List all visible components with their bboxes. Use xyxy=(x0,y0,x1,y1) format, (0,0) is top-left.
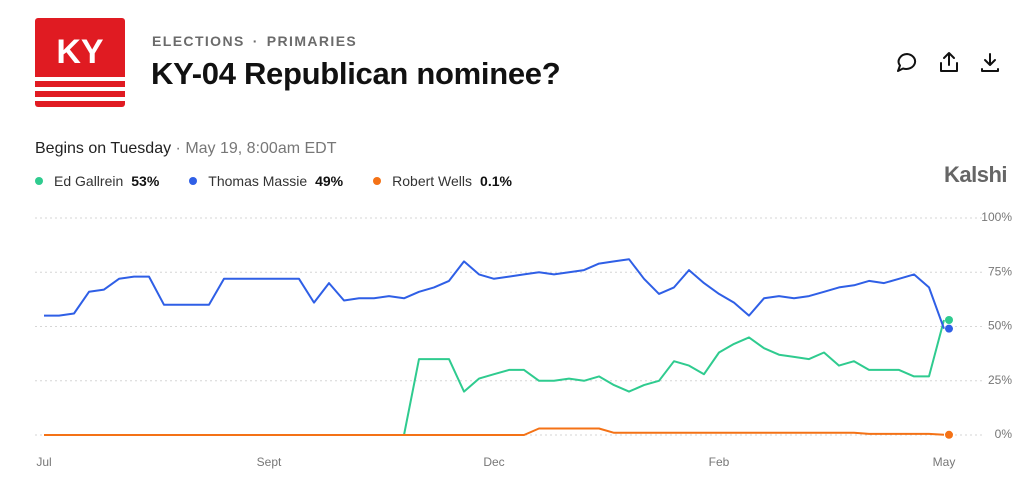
schedule: Begins on Tuesday · May 19, 8:00am EDT xyxy=(35,140,336,158)
legend-label: Robert Wells xyxy=(392,173,473,189)
x-tick-label: Jul xyxy=(36,455,51,469)
series-line xyxy=(44,427,945,436)
legend-label: Thomas Massie xyxy=(208,173,308,189)
share-button[interactable] xyxy=(940,52,958,72)
end-dot xyxy=(945,315,953,324)
legend-value: 49% xyxy=(315,173,344,189)
legend-value: 0.1% xyxy=(480,173,512,189)
brand: Kalshi xyxy=(944,162,1008,187)
y-tick-label: 0% xyxy=(995,427,1013,441)
legend-dot xyxy=(35,177,43,185)
legend-label: Ed Gallrein xyxy=(54,173,124,189)
x-tick-label: Sept xyxy=(257,455,282,469)
comment-button[interactable] xyxy=(897,53,917,72)
download-button[interactable] xyxy=(981,53,999,72)
y-tick-label: 50% xyxy=(988,319,1012,333)
logo-background xyxy=(35,18,125,107)
x-tick-label: Feb xyxy=(709,455,730,469)
legend-value: 53% xyxy=(131,173,160,189)
legend: Ed Gallrein 53% Thomas Massie 49% Robert Wel… xyxy=(35,173,542,189)
legend-dot xyxy=(373,177,382,185)
toolbar xyxy=(897,52,999,72)
schedule-time: May 19, 8:00am EDT xyxy=(185,140,337,157)
legend-item[interactable]: Thomas Massie 49% xyxy=(189,173,343,189)
series-line xyxy=(44,258,945,330)
separator: · xyxy=(171,140,186,157)
logo-text: KY xyxy=(56,33,104,71)
breadcrumb-item[interactable]: ELECTIONS xyxy=(152,33,245,49)
y-tick-label: 100% xyxy=(981,210,1012,224)
end-dot xyxy=(945,324,953,333)
separator: · xyxy=(252,33,259,49)
legend-item[interactable]: Ed Gallrein 53% xyxy=(35,173,159,189)
x-tick-label: May xyxy=(933,455,956,469)
logo: KY xyxy=(35,18,125,107)
breadcrumb-item[interactable]: PRIMARIES xyxy=(266,33,358,49)
logo-stripe xyxy=(35,77,125,81)
legend-dot xyxy=(189,177,198,185)
subtitle: Begins on Tuesday xyxy=(35,140,172,157)
y-tick-label: 25% xyxy=(988,373,1012,387)
logo-stripe xyxy=(35,87,125,91)
y-tick-label: 75% xyxy=(988,264,1012,278)
logo-stripe xyxy=(35,97,125,101)
end-dot xyxy=(945,430,953,439)
x-tick-label: Dec xyxy=(483,455,504,469)
breadcrumb: ELECTIONS · PRIMARIES xyxy=(152,33,357,49)
chart-title: KY-04 Republican nominee? xyxy=(151,56,561,91)
series-line xyxy=(44,319,945,436)
legend-item[interactable]: Robert Wells 0.1% xyxy=(373,173,512,189)
